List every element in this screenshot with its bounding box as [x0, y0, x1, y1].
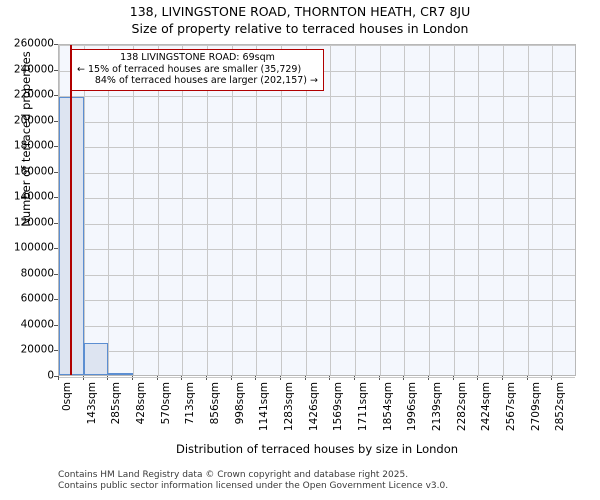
y-axis-tick-mark: [54, 197, 58, 198]
x-axis-tick-label: 285sqm: [110, 382, 123, 425]
y-axis-tick-label: 140000: [13, 190, 54, 203]
y-axis-tick-mark: [54, 70, 58, 71]
x-axis-tick-mark: [502, 376, 503, 380]
y-axis-tick-label: 40000: [20, 318, 54, 331]
x-axis-tick-mark: [527, 376, 528, 380]
histogram-bar: [108, 373, 133, 375]
x-axis-tick-label: 1569sqm: [332, 382, 345, 432]
x-axis-tick-mark: [83, 376, 84, 380]
x-axis-tick-mark: [231, 376, 232, 380]
x-axis-tick-mark: [551, 376, 552, 380]
footer-attribution: Contains HM Land Registry data © Crown c…: [58, 470, 588, 492]
footer-line-1: Contains HM Land Registry data © Crown c…: [58, 470, 409, 480]
x-axis-tick-mark: [403, 376, 404, 380]
x-axis-tick-mark: [255, 376, 256, 380]
annotation-smaller-stat: ← 15% of terraced houses are smaller (35…: [77, 63, 302, 75]
x-axis-tick-label: 1711sqm: [357, 382, 370, 432]
x-axis-tick-mark: [379, 376, 380, 380]
y-axis-tick-mark: [54, 248, 58, 249]
y-axis-tick-label: 160000: [13, 165, 54, 178]
histogram-bars: [59, 45, 575, 375]
x-axis-tick-label: 2852sqm: [554, 382, 567, 432]
x-axis-tick-label: 2567sqm: [505, 382, 518, 432]
y-axis-tick-label: 20000: [20, 343, 54, 356]
property-size-marker-line: [69, 45, 72, 375]
gridline-horizontal: [59, 377, 575, 378]
x-axis-tick-label: 428sqm: [135, 382, 148, 425]
x-axis-tick-label: 2709sqm: [529, 382, 542, 432]
x-axis-tick-mark: [453, 376, 454, 380]
x-axis-tick-mark: [58, 376, 59, 380]
plot-area: 138 LIVINGSTONE ROAD: 69sqm ← 15% of ter…: [58, 44, 576, 378]
x-axis-tick-label: 1996sqm: [406, 382, 419, 432]
x-axis-tick-label: 856sqm: [209, 382, 222, 425]
y-axis-tick-mark: [54, 223, 58, 224]
y-axis-tick-label: 200000: [13, 114, 54, 127]
y-axis-tick-mark: [54, 146, 58, 147]
y-axis-tick-mark: [54, 172, 58, 173]
x-axis-tick-label: 2424sqm: [480, 382, 493, 432]
x-axis-tick-mark: [280, 376, 281, 380]
y-axis-tick-mark: [54, 121, 58, 122]
x-axis-tick-label: 1283sqm: [282, 382, 295, 432]
x-axis-tick-label: 1854sqm: [381, 382, 394, 432]
y-axis-tick-label: 220000: [13, 88, 54, 101]
x-axis-tick-mark: [428, 376, 429, 380]
x-axis-tick-mark: [181, 376, 182, 380]
y-axis-tick-label: 0: [47, 369, 54, 382]
x-axis-tick-label: 1141sqm: [258, 382, 271, 432]
x-axis-tick-mark: [354, 376, 355, 380]
y-axis-tick-label: 120000: [13, 216, 54, 229]
x-axis-tick-label: 570sqm: [159, 382, 172, 425]
x-axis-tick-label: 2139sqm: [431, 382, 444, 432]
y-axis-tick-label: 60000: [20, 292, 54, 305]
chart-title-block: 138, LIVINGSTONE ROAD, THORNTON HEATH, C…: [0, 3, 600, 37]
y-axis-tick-mark: [54, 350, 58, 351]
x-axis-tick-label: 2282sqm: [455, 382, 468, 432]
x-axis-tick-label: 1426sqm: [307, 382, 320, 432]
x-axis-tick-mark: [107, 376, 108, 380]
annotation-larger-stat: 84% of terraced houses are larger (202,1…: [94, 75, 318, 86]
x-axis-tick-mark: [305, 376, 306, 380]
y-axis-tick-label: 80000: [20, 267, 54, 280]
annotation-property-size: 138 LIVINGSTONE ROAD: 69sqm: [120, 52, 275, 63]
y-axis-tick-label: 100000: [13, 241, 54, 254]
y-axis-tick-label: 240000: [13, 63, 54, 76]
x-axis-tick-mark: [329, 376, 330, 380]
x-axis-tick-mark: [206, 376, 207, 380]
chart-title-primary: 138, LIVINGSTONE ROAD, THORNTON HEATH, C…: [129, 4, 471, 19]
y-axis-tick-mark: [54, 376, 58, 377]
x-axis-tick-mark: [157, 376, 158, 380]
x-axis-title: Distribution of terraced houses by size …: [175, 442, 459, 456]
x-axis-tick-label: 998sqm: [233, 382, 246, 425]
y-axis-tick-mark: [54, 325, 58, 326]
histogram-bar: [83, 342, 109, 375]
y-axis-tick-mark: [54, 299, 58, 300]
x-axis-tick-label: 0sqm: [61, 382, 73, 412]
x-axis-tick-mark: [477, 376, 478, 380]
property-annotation-box: 138 LIVINGSTONE ROAD: 69sqm ← 15% of ter…: [71, 49, 324, 91]
x-axis-tick-label: 713sqm: [184, 382, 197, 425]
y-axis-tick-mark: [54, 44, 58, 45]
y-axis-tick-label: 180000: [13, 139, 54, 152]
x-axis-tick-label: 143sqm: [85, 382, 98, 425]
footer-line-2: Contains public sector information licen…: [58, 481, 449, 491]
y-axis-tick-mark: [54, 95, 58, 96]
x-axis-tick-mark: [132, 376, 133, 380]
y-axis-tick-mark: [54, 274, 58, 275]
chart-title-secondary: Size of property relative to terraced ho…: [131, 21, 469, 36]
y-axis-tick-label: 260000: [13, 37, 54, 50]
